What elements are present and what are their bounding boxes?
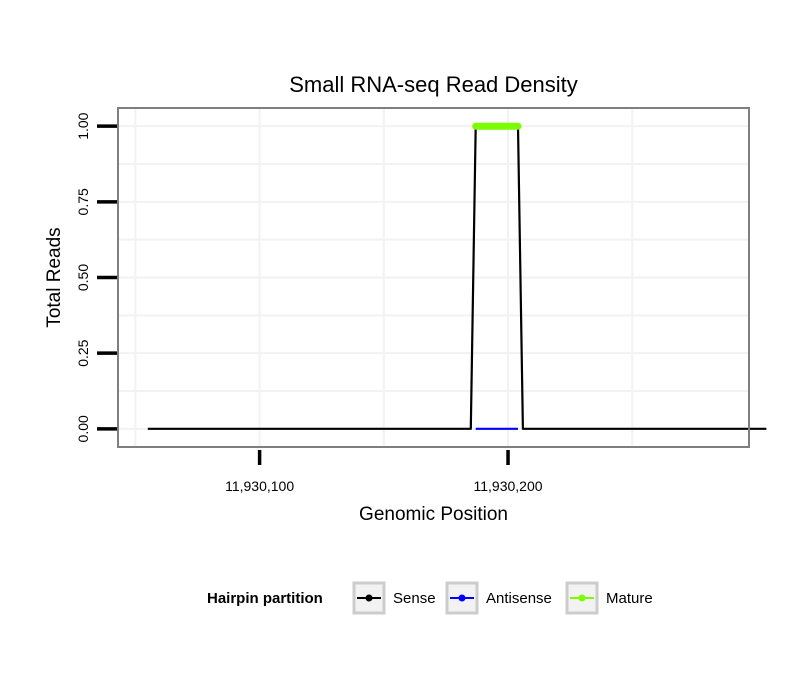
y-tick-label: 0.75 — [75, 188, 91, 215]
x-tick-label: 11,930,100 — [225, 478, 294, 494]
x-axis: 11,930,100 11,930,200 — [225, 450, 543, 494]
plot-panel-border — [117, 107, 750, 448]
legend-key-point — [578, 594, 586, 602]
legend-key-point — [458, 594, 466, 602]
x-tick-label: 11,930,200 — [474, 478, 543, 494]
y-tick-label: 0.00 — [75, 415, 91, 442]
legend-entry-label: Antisense — [486, 590, 552, 607]
chart-title: Small RNA-seq Read Density — [289, 72, 578, 97]
legend-title: Hairpin partition — [207, 590, 323, 607]
y-axis: 0.00 0.25 0.50 0.75 1.00 — [75, 112, 117, 442]
series-layer — [147, 122, 767, 430]
legend-key-antisense — [445, 581, 479, 615]
legend-entry-label: Mature — [606, 590, 653, 607]
grid-lines — [118, 108, 749, 447]
x-axis-label: Genomic Position — [359, 504, 508, 525]
y-tick-label: 0.50 — [75, 264, 91, 291]
y-tick-label: 0.25 — [75, 339, 91, 366]
legend-entry-label: Sense — [393, 590, 436, 607]
legend: Hairpin partition Sense Antisense Mature — [207, 581, 653, 615]
y-tick-label: 1.00 — [75, 112, 91, 139]
legend-key-point — [365, 594, 373, 602]
y-axis-label: Total Reads — [44, 227, 65, 327]
